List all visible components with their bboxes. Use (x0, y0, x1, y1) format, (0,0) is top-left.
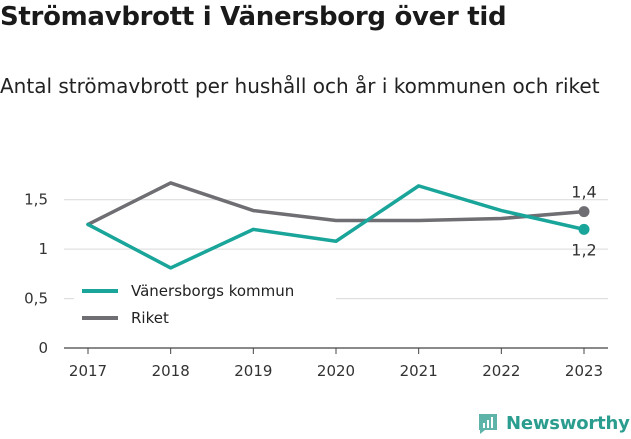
y-tick-label: 1,5 (24, 191, 48, 209)
data-label: 1,2 (571, 240, 596, 259)
x-tick-label: 2022 (482, 362, 520, 380)
y-tick-label: 0,5 (24, 290, 48, 308)
data-label: 1,4 (571, 183, 596, 202)
newsworthy-logo-icon (479, 414, 497, 434)
legend-label: Vänersborgs kommun (131, 282, 294, 300)
x-tick-label: 2020 (317, 362, 355, 380)
y-tick-label: 1 (38, 240, 48, 258)
x-tick-label: 2019 (234, 362, 272, 380)
series-end-point (578, 206, 590, 218)
legend-label: Riket (131, 309, 169, 327)
x-tick-label: 2018 (152, 362, 190, 380)
series-line (86, 181, 586, 227)
brand-name: Newsworthy (506, 412, 630, 434)
x-tick-label: 2023 (565, 362, 603, 380)
chart-subtitle: Antal strömavbrott per hushåll och år i … (0, 74, 600, 98)
series-line (86, 184, 586, 270)
x-tick-label: 2017 (69, 362, 107, 380)
chart-title: Strömavbrott i Vänersborg över tid (0, 2, 507, 32)
y-tick-label: 0 (38, 339, 48, 357)
series-end-point (578, 223, 590, 235)
x-tick-label: 2021 (400, 362, 438, 380)
legend-box (74, 276, 336, 334)
brand-logo: Newsworthy (476, 409, 630, 437)
